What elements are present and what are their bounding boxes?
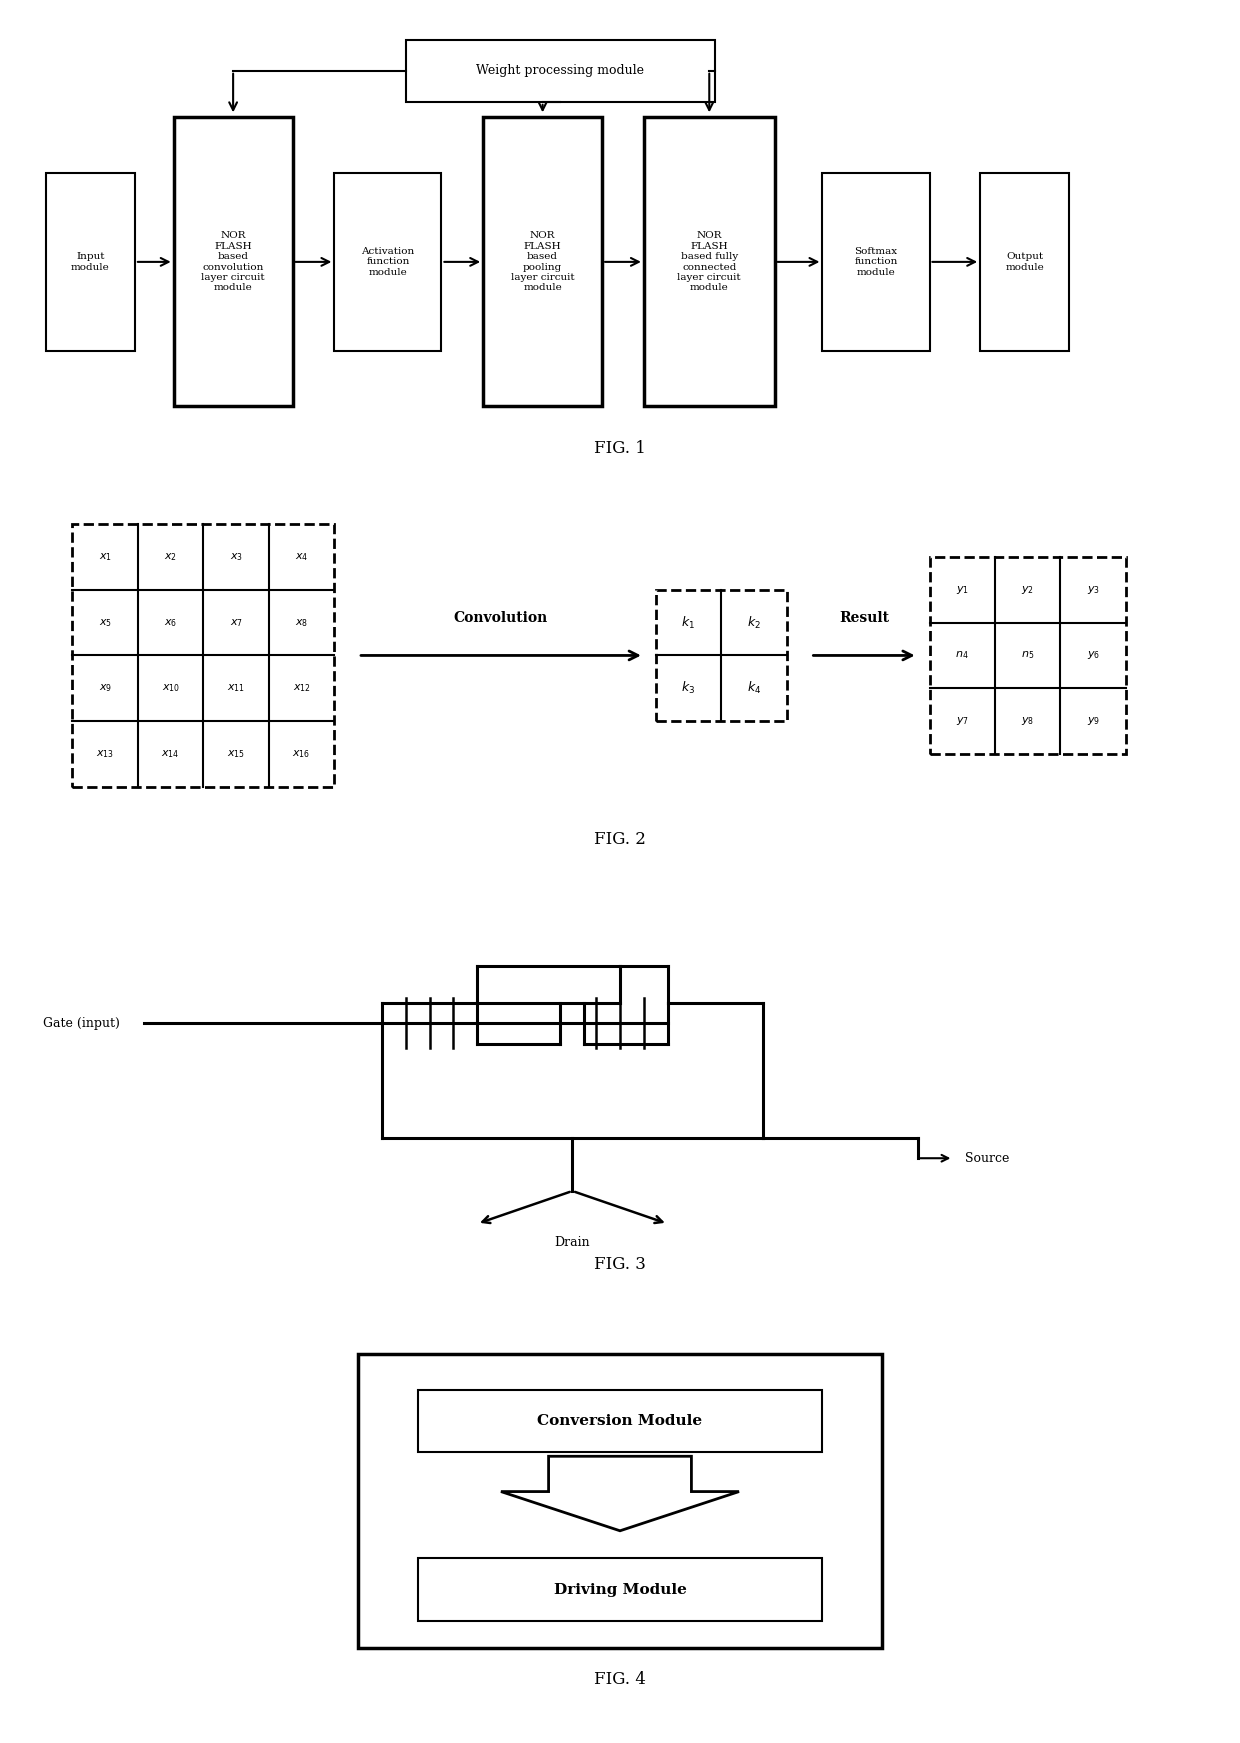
Text: NOR
FLASH
based
convolution
layer circuit
module: NOR FLASH based convolution layer circui… — [201, 232, 265, 293]
Text: $x_3$: $x_3$ — [229, 551, 243, 563]
Text: $x_{14}$: $x_{14}$ — [161, 748, 180, 760]
Polygon shape — [501, 1457, 739, 1530]
Text: Result: Result — [839, 612, 889, 626]
Text: $y_9$: $y_9$ — [1086, 715, 1100, 727]
Text: FIG. 2: FIG. 2 — [594, 831, 646, 847]
Text: $n_4$: $n_4$ — [956, 650, 968, 661]
Text: $k_2$: $k_2$ — [746, 615, 761, 631]
Text: FIG. 4: FIG. 4 — [594, 1672, 646, 1689]
FancyBboxPatch shape — [405, 40, 715, 101]
Text: NOR
FLASH
based
pooling
layer circuit
module: NOR FLASH based pooling layer circuit mo… — [511, 232, 574, 293]
Text: $x_2$: $x_2$ — [164, 551, 177, 563]
Text: $y_1$: $y_1$ — [956, 584, 968, 596]
FancyBboxPatch shape — [174, 117, 293, 406]
FancyBboxPatch shape — [418, 1389, 822, 1452]
Text: FIG. 1: FIG. 1 — [594, 439, 646, 457]
FancyBboxPatch shape — [980, 173, 1069, 350]
Text: $x_9$: $x_9$ — [98, 682, 112, 694]
Text: $x_{16}$: $x_{16}$ — [293, 748, 311, 760]
Text: $x_7$: $x_7$ — [229, 617, 243, 629]
Text: $x_1$: $x_1$ — [99, 551, 112, 563]
FancyBboxPatch shape — [335, 173, 441, 350]
FancyBboxPatch shape — [644, 117, 775, 406]
Text: Drain: Drain — [554, 1236, 590, 1250]
FancyBboxPatch shape — [656, 589, 786, 722]
Text: $x_{13}$: $x_{13}$ — [97, 748, 114, 760]
Text: Softmax
function
module: Softmax function module — [854, 248, 898, 277]
Text: $x_6$: $x_6$ — [164, 617, 177, 629]
FancyBboxPatch shape — [822, 173, 930, 350]
Text: Activation
function
module: Activation function module — [361, 248, 414, 277]
Text: FIG. 3: FIG. 3 — [594, 1257, 646, 1272]
Text: $x_8$: $x_8$ — [295, 617, 309, 629]
Text: Conversion Module: Conversion Module — [537, 1414, 703, 1428]
Text: $k_4$: $k_4$ — [746, 680, 761, 695]
Text: $y_8$: $y_8$ — [1021, 715, 1034, 727]
Text: $x_5$: $x_5$ — [99, 617, 112, 629]
Text: Convolution: Convolution — [454, 612, 548, 626]
Text: $n_5$: $n_5$ — [1021, 650, 1034, 661]
Text: $k_3$: $k_3$ — [682, 680, 696, 695]
Text: Output
module: Output module — [1006, 253, 1044, 272]
Text: Source: Source — [965, 1152, 1009, 1164]
FancyBboxPatch shape — [358, 1354, 882, 1649]
Text: NOR
FLASH
based fully
connected
layer circuit
module: NOR FLASH based fully connected layer ci… — [677, 232, 742, 293]
Text: Weight processing module: Weight processing module — [476, 64, 645, 77]
FancyBboxPatch shape — [46, 173, 135, 350]
Text: $y_6$: $y_6$ — [1086, 650, 1100, 661]
Text: $y_7$: $y_7$ — [956, 715, 968, 727]
Text: Gate (input): Gate (input) — [43, 1016, 120, 1030]
FancyBboxPatch shape — [418, 1558, 822, 1621]
Text: $x_{12}$: $x_{12}$ — [293, 682, 310, 694]
Text: Driving Module: Driving Module — [553, 1583, 687, 1597]
FancyBboxPatch shape — [72, 525, 335, 786]
Text: $x_4$: $x_4$ — [295, 551, 309, 563]
FancyBboxPatch shape — [930, 558, 1126, 753]
Text: $k_1$: $k_1$ — [682, 615, 696, 631]
Text: $x_{10}$: $x_{10}$ — [161, 682, 180, 694]
Text: Input
module: Input module — [71, 253, 109, 272]
Text: $y_2$: $y_2$ — [1022, 584, 1034, 596]
Text: $x_{11}$: $x_{11}$ — [227, 682, 246, 694]
Text: $y_3$: $y_3$ — [1086, 584, 1100, 596]
Text: $x_{15}$: $x_{15}$ — [227, 748, 246, 760]
FancyBboxPatch shape — [484, 117, 603, 406]
